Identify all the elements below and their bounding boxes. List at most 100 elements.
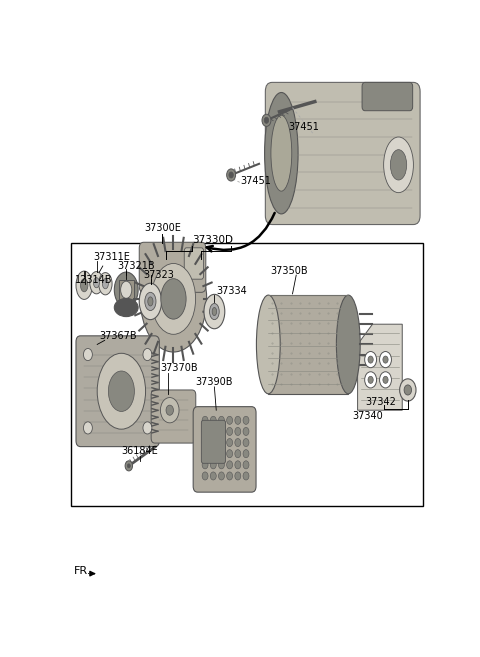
Ellipse shape bbox=[218, 428, 225, 436]
Text: 37323: 37323 bbox=[144, 269, 175, 280]
Circle shape bbox=[368, 376, 373, 384]
Circle shape bbox=[380, 351, 392, 368]
Ellipse shape bbox=[81, 279, 88, 292]
Circle shape bbox=[143, 422, 152, 434]
Circle shape bbox=[365, 372, 377, 388]
Ellipse shape bbox=[227, 472, 233, 480]
Ellipse shape bbox=[202, 449, 208, 458]
Ellipse shape bbox=[243, 461, 249, 469]
Text: 37390B: 37390B bbox=[196, 377, 233, 387]
Ellipse shape bbox=[108, 371, 134, 411]
Text: 37451: 37451 bbox=[240, 175, 271, 185]
Ellipse shape bbox=[210, 461, 216, 469]
FancyBboxPatch shape bbox=[362, 82, 413, 111]
FancyBboxPatch shape bbox=[193, 407, 256, 492]
Ellipse shape bbox=[148, 297, 153, 306]
Ellipse shape bbox=[218, 438, 225, 447]
Ellipse shape bbox=[114, 298, 138, 317]
Circle shape bbox=[368, 356, 373, 363]
Ellipse shape bbox=[235, 461, 241, 469]
Ellipse shape bbox=[202, 461, 208, 469]
Ellipse shape bbox=[243, 417, 249, 424]
Ellipse shape bbox=[218, 417, 225, 424]
Ellipse shape bbox=[99, 273, 112, 295]
Bar bbox=[119, 280, 133, 307]
Ellipse shape bbox=[243, 428, 249, 436]
Ellipse shape bbox=[384, 137, 413, 193]
Circle shape bbox=[229, 172, 233, 178]
Circle shape bbox=[264, 118, 269, 124]
Circle shape bbox=[127, 464, 130, 468]
Ellipse shape bbox=[202, 472, 208, 480]
Circle shape bbox=[380, 372, 392, 388]
Ellipse shape bbox=[227, 428, 233, 436]
FancyBboxPatch shape bbox=[151, 390, 196, 443]
Ellipse shape bbox=[139, 283, 162, 320]
Ellipse shape bbox=[145, 292, 156, 311]
Ellipse shape bbox=[336, 295, 360, 394]
Bar bbox=[268, 295, 348, 394]
Ellipse shape bbox=[210, 304, 219, 320]
Ellipse shape bbox=[256, 295, 280, 394]
FancyBboxPatch shape bbox=[202, 420, 226, 463]
Text: 37340: 37340 bbox=[352, 411, 383, 420]
Text: 37367B: 37367B bbox=[99, 331, 137, 341]
Circle shape bbox=[84, 422, 92, 434]
Circle shape bbox=[262, 114, 271, 126]
FancyBboxPatch shape bbox=[76, 336, 159, 447]
Ellipse shape bbox=[114, 272, 138, 307]
Ellipse shape bbox=[161, 279, 186, 319]
Ellipse shape bbox=[218, 449, 225, 458]
Ellipse shape bbox=[227, 438, 233, 447]
Circle shape bbox=[404, 385, 411, 395]
Circle shape bbox=[365, 351, 377, 368]
Ellipse shape bbox=[210, 449, 216, 458]
Text: 37342: 37342 bbox=[365, 397, 396, 407]
Ellipse shape bbox=[94, 278, 99, 288]
Ellipse shape bbox=[235, 472, 241, 480]
Text: 37350B: 37350B bbox=[270, 266, 308, 276]
Ellipse shape bbox=[210, 472, 216, 480]
Ellipse shape bbox=[227, 461, 233, 469]
Text: 37300E: 37300E bbox=[144, 223, 181, 233]
Ellipse shape bbox=[271, 115, 292, 191]
Ellipse shape bbox=[218, 472, 225, 480]
Text: 37334: 37334 bbox=[216, 286, 247, 296]
Ellipse shape bbox=[390, 150, 407, 180]
Text: 12314B: 12314B bbox=[75, 275, 112, 284]
Ellipse shape bbox=[160, 397, 179, 423]
Ellipse shape bbox=[212, 307, 216, 315]
Ellipse shape bbox=[243, 438, 249, 447]
Ellipse shape bbox=[235, 438, 241, 447]
Ellipse shape bbox=[264, 93, 298, 214]
Circle shape bbox=[84, 348, 92, 361]
Ellipse shape bbox=[202, 438, 208, 447]
Ellipse shape bbox=[243, 449, 249, 458]
Ellipse shape bbox=[210, 417, 216, 424]
FancyBboxPatch shape bbox=[265, 82, 420, 225]
Text: 37451: 37451 bbox=[289, 122, 320, 133]
Circle shape bbox=[400, 379, 416, 401]
Ellipse shape bbox=[227, 417, 233, 424]
Ellipse shape bbox=[235, 428, 241, 436]
Text: 36184E: 36184E bbox=[121, 446, 158, 456]
Ellipse shape bbox=[243, 472, 249, 480]
Ellipse shape bbox=[202, 428, 208, 436]
Text: 37330D: 37330D bbox=[192, 235, 233, 245]
FancyBboxPatch shape bbox=[184, 248, 204, 279]
Circle shape bbox=[383, 356, 388, 363]
Ellipse shape bbox=[227, 449, 233, 458]
Ellipse shape bbox=[202, 417, 208, 424]
Text: 37311E: 37311E bbox=[94, 252, 131, 262]
Ellipse shape bbox=[166, 405, 173, 415]
Polygon shape bbox=[358, 324, 402, 410]
Ellipse shape bbox=[97, 353, 145, 429]
Text: 37370B: 37370B bbox=[160, 363, 198, 373]
Text: FR.: FR. bbox=[74, 566, 92, 576]
Ellipse shape bbox=[218, 461, 225, 469]
Ellipse shape bbox=[120, 281, 132, 298]
Ellipse shape bbox=[90, 271, 103, 294]
Circle shape bbox=[227, 169, 236, 181]
Bar bbox=[71, 243, 423, 507]
FancyBboxPatch shape bbox=[139, 242, 206, 292]
